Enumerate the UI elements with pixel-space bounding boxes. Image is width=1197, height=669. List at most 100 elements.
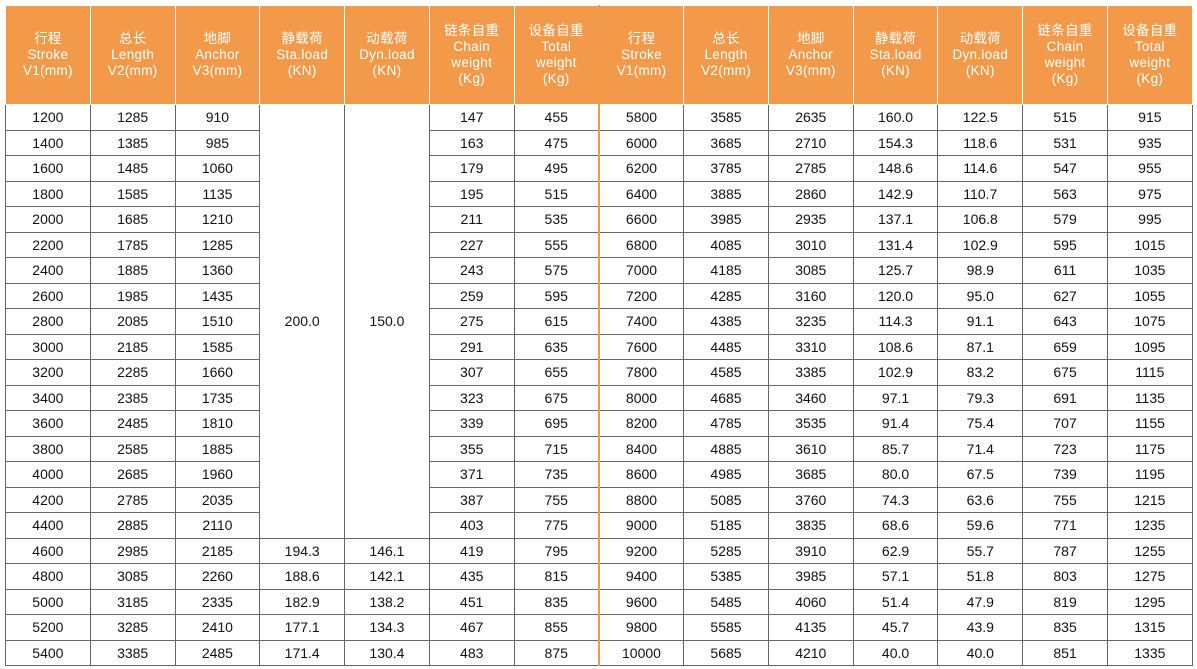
table-cell: 1785	[89, 231, 176, 258]
table-cell: 137.1	[852, 206, 939, 233]
merged-cell: 200.0	[259, 104, 346, 539]
header-line: 动载荷	[366, 31, 408, 46]
table-cell: 635	[513, 333, 600, 360]
table-cell: 739	[1022, 461, 1108, 488]
header-line: Stroke	[27, 47, 69, 62]
table-cell: 3800	[5, 435, 91, 462]
table-cell: 1195	[1106, 461, 1193, 488]
table-cell: 2285	[89, 359, 176, 386]
header-line: 行程	[627, 31, 656, 46]
table-cell: 102.9	[852, 359, 939, 386]
header-line: Dyn.load	[359, 47, 415, 62]
table-cell: 435	[428, 563, 515, 590]
table-cell: 47.9	[937, 588, 1024, 615]
table-cell: 1600	[5, 155, 91, 182]
table-cell: 4085	[683, 231, 769, 258]
header-line: V2(mm)	[107, 63, 158, 78]
table-row: 2000 1685 1210 211 535 6600 3985 2935 137.1 106.8…	[5, 206, 1193, 233]
header-cell: 地脚 Anchor V3(mm)	[174, 5, 261, 105]
table-cell: 3760	[767, 486, 854, 513]
table-cell: 3085	[767, 257, 854, 284]
table-cell: 5185	[683, 512, 769, 539]
table-cell: 227	[428, 231, 515, 258]
table-cell: 2000	[5, 206, 91, 233]
table-cell: 3600	[5, 410, 91, 437]
table-cell: 2400	[5, 257, 91, 284]
header-cell: 静载荷 Sta.load (KN)	[259, 5, 346, 105]
table-cell: 102.9	[937, 231, 1024, 258]
table-cell: 1685	[89, 206, 176, 233]
header-cell: 行程 Stroke V1(mm)	[5, 5, 91, 105]
table-cell: 531	[1022, 129, 1108, 156]
table-cell: 147	[428, 104, 515, 131]
table-cell: 691	[1022, 384, 1108, 411]
header-line: (Kg)	[542, 71, 570, 86]
table-cell: 723	[1022, 435, 1108, 462]
table-cell: 795	[513, 537, 600, 564]
table-cell: 7600	[597, 333, 685, 360]
table-cell: 851	[1022, 639, 1108, 666]
table-row: 2600 1985 1435 259 595 7200 4285 3160 120.0 95.0 6…	[5, 282, 1193, 309]
table-cell: 2785	[767, 155, 854, 182]
table-cell: 195	[428, 180, 515, 207]
table-cell: 3285	[89, 614, 176, 641]
header-line: (Kg)	[1136, 71, 1164, 86]
table-cell: 5685	[683, 639, 769, 666]
table-cell: 1135	[174, 180, 261, 207]
table-cell: 307	[428, 359, 515, 386]
table-cell: 6400	[597, 180, 685, 207]
table-cell: 182.9	[259, 588, 346, 615]
header-line: weight	[451, 55, 493, 70]
header-line: V2(mm)	[701, 63, 751, 78]
table-head: 行程 Stroke V1(mm) 总长 Length V2(mm) 地脚 Anchor V3(m…	[5, 5, 1193, 105]
table-cell: 2185	[89, 333, 176, 360]
header-cell: 设备自重 Total weight (Kg)	[513, 5, 600, 105]
table-cell: 51.4	[852, 588, 939, 615]
table-cell: 10000	[597, 639, 685, 666]
table-cell: 655	[513, 359, 600, 386]
table-cell: 138.2	[344, 588, 430, 615]
header-line: 行程	[34, 31, 62, 46]
table-cell: 467	[428, 614, 515, 641]
table-cell: 9000	[597, 512, 685, 539]
spec-table: 行程 Stroke V1(mm) 总长 Length V2(mm) 地脚 Anchor V3(m…	[5, 5, 1193, 666]
header-line: (Kg)	[458, 71, 486, 86]
table-cell: 110.7	[937, 180, 1024, 207]
table-cell: 146.1	[344, 537, 430, 564]
table-cell: 1810	[174, 410, 261, 437]
table-cell: 1800	[5, 180, 91, 207]
table-cell: 2635	[767, 104, 854, 131]
table-cell: 57.1	[852, 563, 939, 590]
table-cell: 68.6	[852, 512, 939, 539]
table-cell: 3985	[683, 206, 769, 233]
merged-cell: 150.0	[344, 104, 430, 539]
table-cell: 97.1	[852, 384, 939, 411]
header-line: (KN)	[372, 63, 402, 78]
table-cell: 85.7	[852, 435, 939, 462]
table-cell: 9400	[597, 563, 685, 590]
header-line: 链条自重	[1037, 23, 1093, 38]
table-cell: 3235	[767, 308, 854, 335]
header-line: 地脚	[796, 31, 825, 46]
table-cell: 122.5	[937, 104, 1024, 131]
table-cell: 5285	[683, 537, 769, 564]
table-row: 3800 2585 1885 355 715 8400 4885 3610 85.7 71.4 72…	[5, 435, 1193, 462]
table-cell: 177.1	[259, 614, 346, 641]
table-cell: 2260	[174, 563, 261, 590]
header-cell: 静载荷 Sta.load (KN)	[852, 5, 939, 105]
table-cell: 3000	[5, 333, 91, 360]
table-cell: 775	[513, 512, 600, 539]
table-cell: 4400	[5, 512, 91, 539]
table-cell: 5585	[683, 614, 769, 641]
table-cell: 1155	[1106, 410, 1193, 437]
header-line: Sta.load	[276, 47, 329, 62]
table-cell: 1985	[89, 282, 176, 309]
header-cell: 动载荷 Dyn.load (KN)	[344, 5, 430, 105]
table-cell: 323	[428, 384, 515, 411]
table-cell: 3385	[89, 639, 176, 666]
header-line: V3(mm)	[785, 63, 836, 78]
table-cell: 80.0	[852, 461, 939, 488]
table-cell: 2800	[5, 308, 91, 335]
header-line: weight	[535, 55, 577, 70]
table-cell: 91.4	[852, 410, 939, 437]
